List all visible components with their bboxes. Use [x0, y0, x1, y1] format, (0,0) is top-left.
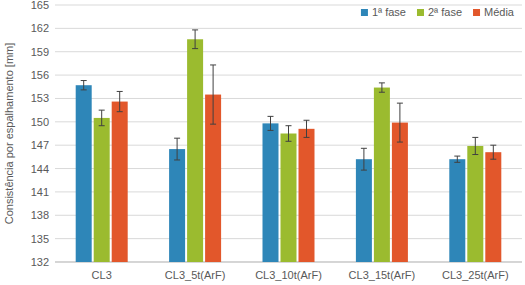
bar	[485, 152, 501, 262]
error-bar	[192, 30, 198, 49]
tick-label: 135	[31, 233, 49, 245]
tick-label: 147	[31, 139, 49, 151]
bar	[392, 123, 408, 262]
tick-label: 138	[31, 209, 49, 221]
category-label: CL3_25t(ArF)	[442, 269, 509, 281]
tick-label: 141	[31, 186, 49, 198]
legend-swatch	[473, 9, 480, 16]
tick-label: 162	[31, 22, 49, 34]
error-bar	[210, 65, 216, 124]
legend-label: Média	[484, 6, 515, 18]
error-bar	[99, 110, 105, 126]
bars	[76, 30, 502, 262]
bar	[449, 159, 465, 262]
legend-label: 1ª fase	[372, 6, 406, 18]
error-bar	[174, 138, 180, 160]
tick-label: 156	[31, 69, 49, 81]
bar	[281, 134, 297, 263]
category-label: CL3_5t(ArF)	[165, 269, 226, 281]
legend-swatch	[361, 9, 368, 16]
error-bar	[286, 126, 292, 142]
tick-label: 165	[31, 0, 49, 11]
bar	[76, 85, 92, 262]
bar	[374, 88, 390, 262]
bar	[467, 146, 483, 262]
grid-line	[55, 98, 522, 99]
error-bar	[454, 156, 460, 162]
grid-line	[55, 51, 522, 52]
bar	[169, 149, 185, 262]
bar	[94, 118, 110, 262]
error-bar	[268, 116, 274, 130]
bar	[356, 159, 372, 262]
error-bar	[117, 91, 123, 111]
tick-label: 132	[31, 256, 49, 268]
chart: 132 135 138 141 144 147 150 153 156 159 162 165 Cons…	[0, 0, 525, 285]
legend-swatch	[417, 9, 424, 16]
error-bar	[397, 103, 403, 142]
error-bar	[472, 137, 478, 154]
error-bar	[361, 148, 367, 170]
error-bar	[81, 81, 87, 90]
bar	[299, 129, 315, 262]
grid-line	[55, 28, 522, 29]
error-bar	[379, 83, 385, 92]
bar	[187, 39, 203, 262]
error-bar	[304, 120, 310, 137]
grid-line	[55, 75, 522, 76]
y-axis-label: Consistência por espalhamento [mm]	[3, 43, 15, 225]
category-label: CL3_10t(ArF)	[255, 269, 322, 281]
error-bar	[490, 145, 496, 159]
bar	[263, 123, 279, 262]
tick-label: 150	[31, 116, 49, 128]
tick-label: 153	[31, 92, 49, 104]
tick-label: 159	[31, 46, 49, 58]
legend-label: 2ª fase	[428, 6, 462, 18]
tick-label: 144	[31, 163, 49, 175]
category-label: CL3_15t(ArF)	[349, 269, 416, 281]
category-label: CL3	[92, 269, 112, 281]
bar	[112, 102, 128, 262]
legend: Média 2ª fase 1ª fase	[361, 6, 515, 18]
